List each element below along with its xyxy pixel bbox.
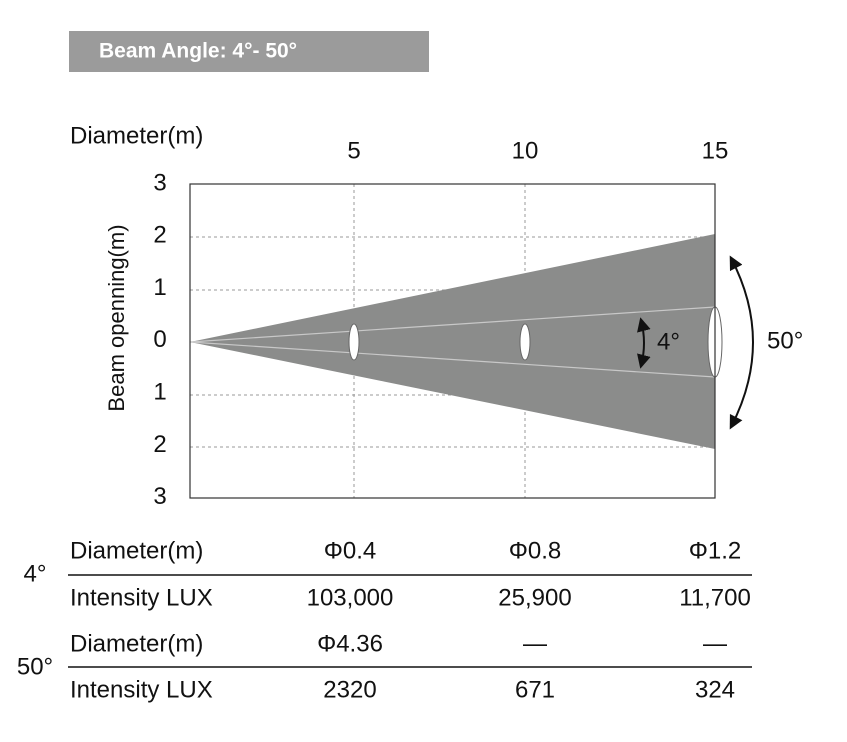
row-label: Diameter(m) [70,630,203,657]
group-label: 50° [17,653,53,680]
cell: — [703,630,727,657]
narrow-angle-label: 4° [657,328,680,355]
x-tick-label: 15 [702,137,729,164]
row-label: Diameter(m) [70,537,203,564]
narrow-angle-arrow [637,317,651,369]
header-bar [69,31,429,72]
cell: 25,900 [498,584,571,611]
y-axis-label: Beam openning(m) [104,224,129,411]
wide-beam [190,234,715,449]
narrow-beam-edge [189,306,716,343]
y-tick-label: 1 [153,379,166,406]
group-label: 4° [24,560,47,587]
x-tick-label: 10 [512,137,539,164]
y-tick-label: 2 [153,222,166,249]
cell: — [523,630,547,657]
cell: 2320 [323,676,376,703]
cell: Φ4.36 [317,630,383,657]
wide-angle-label: 50° [767,327,803,354]
x-tick-label: 5 [347,137,360,164]
row-label: Intensity LUX [70,584,213,611]
cell: 324 [695,676,735,703]
y-tick-label: 3 [153,483,166,510]
wide-angle-arrow [729,255,754,430]
y-tick-label: 0 [153,326,166,353]
row-label: Intensity LUX [70,676,213,703]
header-title: Beam Angle: 4°- 50° [99,40,297,63]
x-axis-label: Diameter(m) [70,122,203,149]
cell: 671 [515,676,555,703]
cell: Φ1.2 [689,537,742,564]
plot-frame [189,183,716,499]
spot [519,323,531,361]
narrow-beam-edge [189,341,716,378]
cell: 11,700 [679,584,751,611]
y-tick-label: 1 [153,274,166,301]
y-tick-label: 3 [153,169,166,196]
spot [348,323,360,361]
y-tick-label: 2 [153,431,166,458]
cell: Φ0.8 [509,537,562,564]
cell: 103,000 [307,584,394,611]
cell: Φ0.4 [324,537,377,564]
